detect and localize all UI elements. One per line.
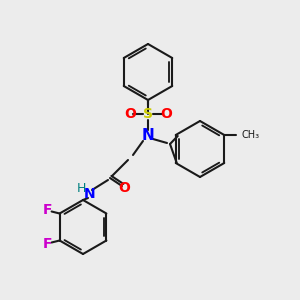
Text: H: H xyxy=(76,182,86,196)
Text: F: F xyxy=(43,203,52,218)
Text: CH₃: CH₃ xyxy=(241,130,260,140)
Text: F: F xyxy=(43,236,52,250)
Text: O: O xyxy=(124,107,136,121)
Text: N: N xyxy=(84,187,96,201)
Text: S: S xyxy=(143,107,153,121)
Text: O: O xyxy=(160,107,172,121)
Text: O: O xyxy=(118,181,130,195)
Text: N: N xyxy=(142,128,154,143)
